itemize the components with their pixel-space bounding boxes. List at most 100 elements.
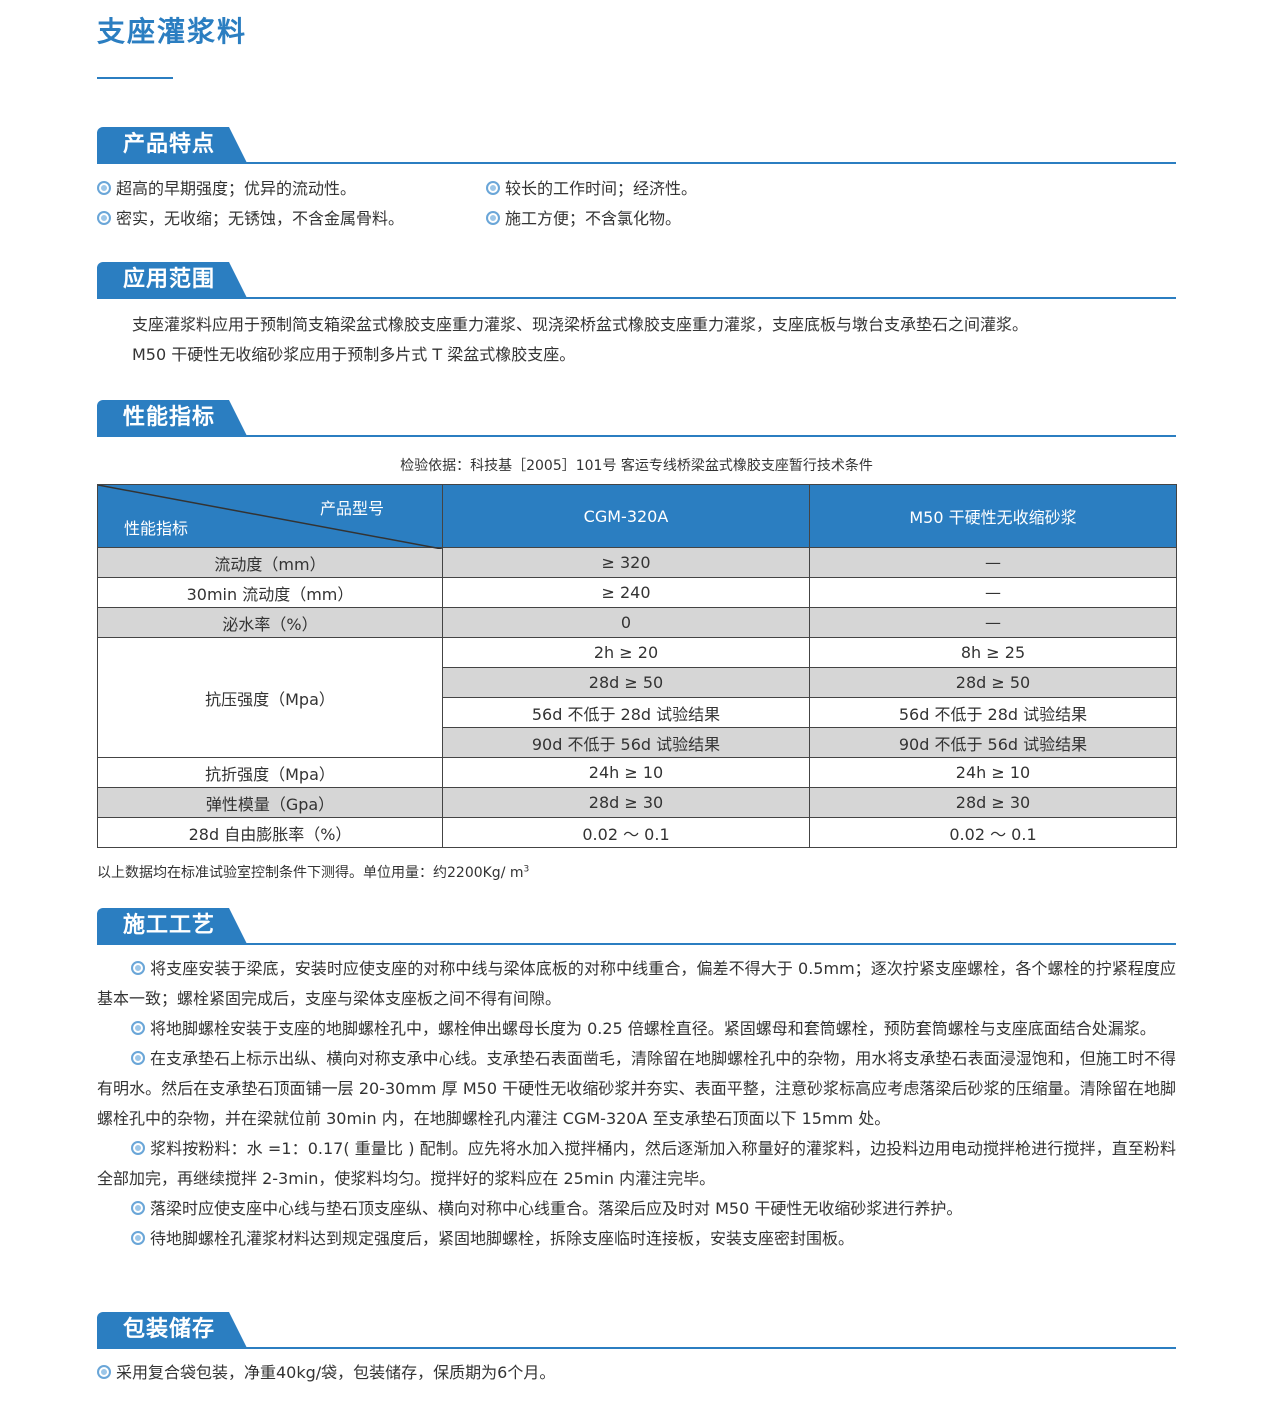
storage-list: 采用复合袋包装，净重40kg/袋，包装储存，保质期为6个月。 bbox=[97, 1358, 555, 1388]
row-label: 30min 流动度（mm） bbox=[97, 577, 443, 608]
row-label: 28d 自由膨胀率（%） bbox=[97, 817, 443, 848]
application-text: 支座灌浆料应用于预制简支箱梁盆式橡胶支座重力灌浆、现浇梁桥盆式橡胶支座重力灌浆，… bbox=[132, 310, 1176, 370]
footnote-sup: 3 bbox=[523, 864, 530, 875]
table-cell: 8h ≥ 25 bbox=[809, 637, 1177, 668]
table-row: 流动度（mm） ≥ 320— bbox=[97, 547, 1177, 578]
bullet-icon bbox=[97, 181, 111, 195]
paragraph: 落梁时应使支座中心线与垫石顶支座纵、横向对称中心线重合。落梁后应及时对 M50 … bbox=[97, 1194, 1176, 1224]
bullet-item: 较长的工作时间；经济性。 bbox=[486, 174, 697, 204]
table-row: 抗压强度（Mpa） 2h ≥ 20 8h ≥ 25 bbox=[97, 637, 1177, 758]
bullet-icon bbox=[131, 961, 145, 975]
section-header: 应用范围 bbox=[97, 262, 1176, 300]
diagonal bbox=[98, 485, 442, 549]
paragraph: 将支座安装于梁底，安装时应使支座的对称中线与梁体底板的对称中线重合，偏差不得大于… bbox=[97, 954, 1176, 1014]
table-cell: ≥ 240 bbox=[442, 577, 810, 608]
column-header: M50 干硬性无收缩砂浆 bbox=[809, 484, 1177, 548]
section-header: 产品特点 bbox=[97, 127, 1176, 165]
paragraph: 将地脚螺栓安装于支座的地脚螺栓孔中，螺栓伸出螺母长度为 0.25 倍螺栓直径。紧… bbox=[97, 1014, 1176, 1044]
table-cell: — bbox=[809, 607, 1177, 638]
paragraph-text: 在支承垫石上标示出纵、横向对称支承中心线。支承垫石表面凿毛，清除留在地脚螺栓孔中… bbox=[97, 1049, 1176, 1128]
bullet-icon bbox=[131, 1201, 145, 1215]
paragraph-text: 将地脚螺栓安装于支座的地脚螺栓孔中，螺栓伸出螺母长度为 0.25 倍螺栓直径。紧… bbox=[150, 1019, 1156, 1038]
paragraph: 在支承垫石上标示出纵、横向对称支承中心线。支承垫石表面凿毛，清除留在地脚螺栓孔中… bbox=[97, 1044, 1176, 1134]
paragraph: 浆料按粉料：水 =1：0.17( 重量比 ) 配制。应先将水加入搅拌桶内，然后逐… bbox=[97, 1134, 1176, 1194]
row-label: 弹性模量（Gpa） bbox=[97, 787, 443, 818]
column-header: CGM-320A bbox=[442, 484, 810, 548]
bullet-icon bbox=[131, 1021, 145, 1035]
section-header: 性能指标 bbox=[97, 400, 1176, 438]
table-cell: ≥ 320 bbox=[442, 547, 810, 578]
table-cell: 28d ≥ 30 bbox=[442, 787, 810, 818]
bullet-item: 超高的早期强度；优异的流动性。 bbox=[97, 174, 356, 204]
table-row: 28d ≥ 50 28d ≥ 50 bbox=[98, 667, 1177, 698]
item-text: 超高的早期强度；优异的流动性。 bbox=[116, 179, 357, 198]
bullet-icon bbox=[486, 211, 500, 225]
table-cell: — bbox=[809, 577, 1177, 608]
table-cell: 2h ≥ 20 bbox=[442, 637, 810, 668]
table-cell: 28d ≥ 30 bbox=[809, 787, 1177, 818]
corner-top: 产品型号 bbox=[319, 499, 384, 518]
bullet-item: 密实，无收缩；无锈蚀，不含金属骨料。 bbox=[97, 204, 404, 234]
paragraph: 支座灌浆料应用于预制简支箱梁盆式橡胶支座重力灌浆、现浇梁桥盆式橡胶支座重力灌浆，… bbox=[132, 315, 1029, 334]
paragraph-text: 落梁时应使支座中心线与垫石顶支座纵、横向对称中心线重合。落梁后应及时对 M50 … bbox=[150, 1199, 963, 1218]
section-tab: 产品特点 bbox=[97, 127, 247, 163]
table-cell: 24h ≥ 10 bbox=[809, 757, 1177, 788]
section-tab: 性能指标 bbox=[97, 400, 247, 436]
bullet-icon bbox=[131, 1051, 145, 1065]
bullet-icon bbox=[131, 1231, 145, 1245]
paragraph-text: 待地脚螺栓孔灌浆材料达到规定强度后，紧固地脚螺栓，拆除支座临时连接板，安装支座密… bbox=[150, 1229, 855, 1248]
bullet-icon bbox=[131, 1141, 145, 1155]
table-row: 弹性模量（Gpa） 28d ≥ 30 28d ≥ 30 bbox=[97, 787, 1177, 818]
table-body: 流动度（mm） ≥ 320—30min 流动度（mm） ≥ 240— 泌水率（%） 0—… bbox=[97, 547, 1177, 848]
table-cell: 28d ≥ 50 bbox=[442, 667, 810, 698]
footnote-text: 以上数据均在标准试验室控制条件下测得。单位用量：约2200Kg/ m bbox=[97, 865, 524, 881]
bullet-icon bbox=[97, 211, 111, 225]
section-tab: 应用范围 bbox=[97, 262, 247, 298]
table-row: 抗折强度（Mpa） 24h ≥ 10 24h ≥ 10 bbox=[97, 757, 1177, 788]
corner-bottom: 性能指标 bbox=[124, 519, 189, 538]
section-rule bbox=[97, 297, 1176, 299]
row-label: 抗折强度（Mpa） bbox=[97, 757, 443, 788]
table-row: 30min 流动度（mm） ≥ 240— bbox=[97, 577, 1177, 608]
paragraph: 待地脚螺栓孔灌浆材料达到规定强度后，紧固地脚螺栓，拆除支座临时连接板，安装支座密… bbox=[97, 1224, 1176, 1254]
section-header: 包装储存 bbox=[97, 1312, 1176, 1350]
table-cell: — bbox=[809, 547, 1177, 578]
table-cell: 28d ≥ 50 bbox=[809, 667, 1177, 698]
section-tab: 施工工艺 bbox=[97, 908, 247, 944]
section-rule bbox=[97, 162, 1176, 164]
row-label: 抗压强度（Mpa） bbox=[97, 637, 443, 758]
item-text: 采用复合袋包装，净重40kg/袋，包装储存，保质期为6个月。 bbox=[116, 1363, 556, 1382]
section-rule bbox=[97, 943, 1176, 945]
item-text: 较长的工作时间；经济性。 bbox=[505, 179, 698, 198]
table-cell: 56d 不低于 28d 试验结果 bbox=[442, 697, 810, 728]
row-label: 流动度（mm） bbox=[97, 547, 443, 578]
paragraph: M50 干硬性无收缩砂浆应用于预制多片式 T 梁盆式橡胶支座。 bbox=[132, 345, 576, 364]
table-cell: 0 bbox=[442, 607, 810, 638]
footnote: 以上数据均在标准试验室控制条件下测得。单位用量：约2200Kg/ m3 bbox=[97, 862, 529, 882]
table-cell: 90d 不低于 56d 试验结果 bbox=[809, 727, 1177, 758]
corner-cell: 产品型号 性能指标 bbox=[97, 484, 443, 549]
paragraph-text: 将支座安装于梁底，安装时应使支座的对称中线与梁体底板的对称中线重合，偏差不得大于… bbox=[97, 959, 1176, 1008]
bullet-icon bbox=[97, 1365, 111, 1379]
item-text: 施工方便；不含氯化物。 bbox=[505, 209, 682, 228]
section-rule bbox=[97, 435, 1176, 437]
paragraph-text: 浆料按粉料：水 =1：0.17( 重量比 ) 配制。应先将水加入搅拌桶内，然后逐… bbox=[97, 1139, 1176, 1188]
performance-table: 产品型号 性能指标 CGM-320A M50 干硬性无收缩砂浆 流动度（mm） ≥… bbox=[97, 484, 1177, 848]
table-cell: 0.02 ～ 0.1 bbox=[442, 817, 810, 848]
item-text: 密实，无收缩；无锈蚀，不含金属骨料。 bbox=[116, 209, 405, 228]
row-label: 泌水率（%） bbox=[97, 607, 443, 638]
bullet-item: 采用复合袋包装，净重40kg/袋，包装储存，保质期为6个月。 bbox=[97, 1358, 555, 1388]
bullet-item: 施工方便；不含氯化物。 bbox=[486, 204, 681, 234]
process-text: 将支座安装于梁底，安装时应使支座的对称中线与梁体底板的对称中线重合，偏差不得大于… bbox=[97, 954, 1176, 1254]
table-row: 泌水率（%） 0— bbox=[97, 607, 1177, 638]
table-cell: 56d 不低于 28d 试验结果 bbox=[809, 697, 1177, 728]
section-header: 施工工艺 bbox=[97, 908, 1176, 946]
section-rule bbox=[97, 1347, 1176, 1349]
table-cell: 90d 不低于 56d 试验结果 bbox=[442, 727, 810, 758]
bullet-icon bbox=[486, 181, 500, 195]
title-underline bbox=[97, 77, 173, 79]
table-row: 28d 自由膨胀率（%） 0.02 ～ 0.1 0.02 ～ 0.1 bbox=[97, 817, 1177, 848]
test-basis: 检验依据：科技基［2005］101号 客运专线桥梁盆式橡胶支座暂行技术条件 bbox=[400, 458, 873, 474]
